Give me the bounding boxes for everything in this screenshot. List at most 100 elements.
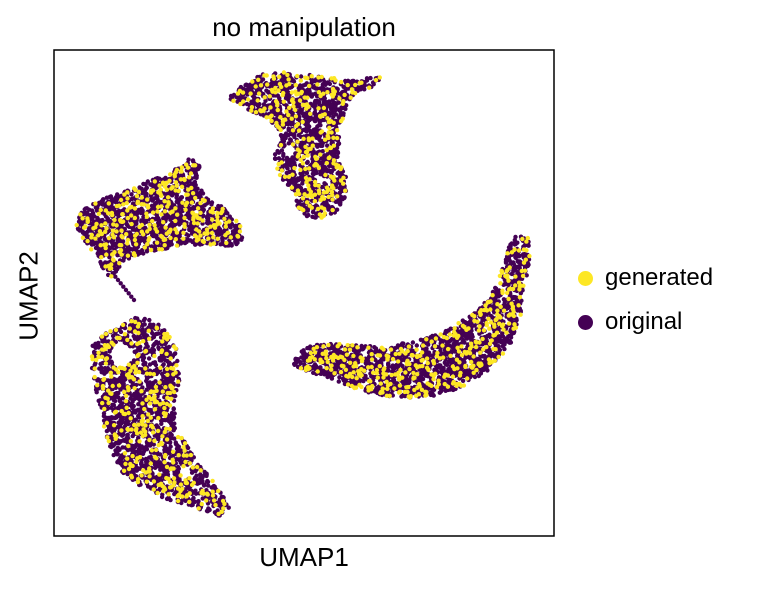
point-original [159, 494, 165, 500]
point-original [263, 98, 268, 104]
point-original [134, 212, 139, 217]
point-original [336, 198, 341, 204]
point-original [218, 242, 223, 247]
point-original [289, 122, 294, 127]
point-original [305, 159, 310, 165]
point-original [315, 124, 320, 129]
point-original [168, 497, 173, 503]
point-original [271, 93, 276, 98]
point-original [115, 460, 120, 465]
point-original [287, 169, 293, 175]
point-original [197, 242, 203, 247]
point-original [177, 456, 182, 462]
point-original [116, 213, 121, 219]
point-original [117, 397, 123, 403]
point-original [139, 460, 144, 465]
point-original [159, 358, 164, 363]
point-original [297, 102, 302, 108]
point-original [289, 85, 294, 90]
point-original [131, 358, 137, 363]
point-original [200, 475, 205, 480]
point-original [141, 251, 146, 256]
point-original [356, 349, 361, 354]
point-original [159, 478, 164, 483]
point-original [249, 87, 254, 93]
point-original [137, 466, 142, 471]
point-original [171, 415, 177, 420]
point-original [232, 224, 238, 229]
point-original [106, 424, 112, 430]
point-original [80, 229, 86, 235]
point-original [333, 112, 339, 117]
point-original [312, 215, 317, 220]
point-original [244, 82, 249, 87]
point-original [174, 199, 179, 204]
point-original [334, 364, 340, 369]
point-original [333, 104, 338, 109]
point-original [143, 335, 148, 340]
point-original [290, 180, 295, 185]
point-original [141, 355, 147, 360]
point-original [266, 89, 271, 95]
point-original [189, 470, 195, 475]
point-original [309, 94, 314, 99]
point-original [136, 446, 142, 452]
point-original [99, 261, 104, 267]
point-original [159, 421, 164, 426]
point-original [312, 100, 317, 105]
point-original [317, 137, 322, 142]
point-original [186, 157, 191, 162]
point-original [110, 415, 116, 420]
point-original [149, 456, 154, 462]
point-original [190, 158, 196, 163]
point-original [111, 427, 117, 433]
point-original [328, 169, 333, 174]
point-original [133, 410, 138, 415]
point-original [187, 486, 192, 491]
point-original [193, 171, 199, 176]
point-original [144, 185, 149, 190]
point-original [118, 329, 124, 335]
point-original [159, 371, 165, 377]
point-original [226, 505, 231, 510]
point-original [172, 411, 177, 416]
point-original [110, 378, 115, 383]
point-original [125, 440, 130, 445]
point-original [201, 213, 206, 218]
point-original [165, 472, 171, 477]
point-original [436, 375, 442, 380]
point-original [485, 334, 490, 339]
point-original [310, 78, 315, 84]
point-original [336, 141, 342, 146]
point-original [204, 508, 210, 514]
point-original [249, 99, 254, 104]
point-original [119, 375, 124, 380]
point-original [414, 343, 419, 348]
point-original [135, 316, 140, 321]
point-original [275, 148, 280, 154]
point-original [322, 96, 327, 101]
point-original [159, 418, 164, 423]
point-original [304, 125, 309, 130]
point-original [172, 421, 177, 426]
point-original [117, 264, 122, 269]
point-original [329, 152, 335, 157]
point-original [96, 249, 102, 254]
point-original [172, 491, 177, 497]
point-original [141, 181, 146, 187]
point-original [304, 170, 310, 176]
point-original [124, 219, 129, 224]
point-original [298, 185, 304, 191]
point-original [115, 394, 120, 400]
point-original [364, 78, 370, 83]
point-original [187, 216, 192, 221]
point-original [127, 230, 132, 235]
point-original [199, 188, 204, 193]
point-original [144, 459, 149, 464]
point-original [303, 188, 308, 193]
point-original [350, 78, 355, 84]
point-original [298, 107, 303, 112]
point-original [298, 74, 304, 79]
point-original [272, 152, 278, 157]
point-original [337, 185, 342, 191]
